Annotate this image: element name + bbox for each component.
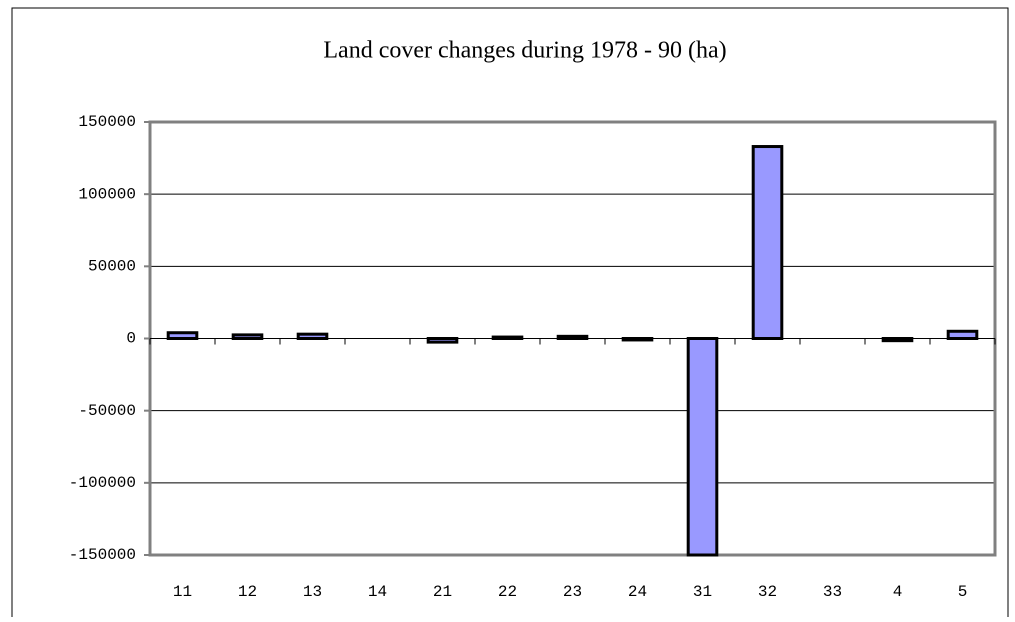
x-tick-label: 4 bbox=[893, 583, 903, 601]
x-tick-label: 5 bbox=[958, 583, 968, 601]
y-tick-label: -50000 bbox=[78, 402, 136, 420]
bar bbox=[556, 334, 589, 340]
y-tick-label: -150000 bbox=[69, 546, 136, 564]
y-tick-label: 100000 bbox=[78, 185, 136, 203]
x-tick-label: 14 bbox=[368, 583, 387, 601]
x-tick-label: 22 bbox=[498, 583, 517, 601]
y-tick-label: 150000 bbox=[78, 113, 136, 131]
x-tick-label: 21 bbox=[433, 583, 452, 601]
chart-title: Land cover changes during 1978 - 90 (ha) bbox=[323, 38, 726, 64]
x-tick-label: 11 bbox=[173, 583, 192, 601]
bar bbox=[296, 332, 329, 341]
bar bbox=[686, 337, 719, 557]
x-tick-label: 31 bbox=[693, 583, 712, 601]
x-tick-label: 23 bbox=[563, 583, 582, 601]
y-tick-label: 50000 bbox=[88, 258, 136, 276]
y-tick-label: 0 bbox=[126, 330, 136, 348]
bar bbox=[621, 337, 654, 342]
bar bbox=[166, 331, 199, 340]
bar bbox=[491, 335, 524, 341]
bar bbox=[881, 337, 914, 343]
bar bbox=[946, 329, 979, 340]
x-tick-label: 32 bbox=[758, 583, 777, 601]
x-tick-label: 13 bbox=[303, 583, 322, 601]
x-tick-label: 24 bbox=[628, 583, 647, 601]
bar bbox=[426, 337, 459, 344]
bar bbox=[751, 145, 784, 340]
chart-frame bbox=[11, 7, 1009, 617]
y-tick-label: -100000 bbox=[69, 474, 136, 492]
bar bbox=[231, 333, 264, 340]
x-tick-label: 12 bbox=[238, 583, 257, 601]
x-tick-label: 33 bbox=[823, 583, 842, 601]
